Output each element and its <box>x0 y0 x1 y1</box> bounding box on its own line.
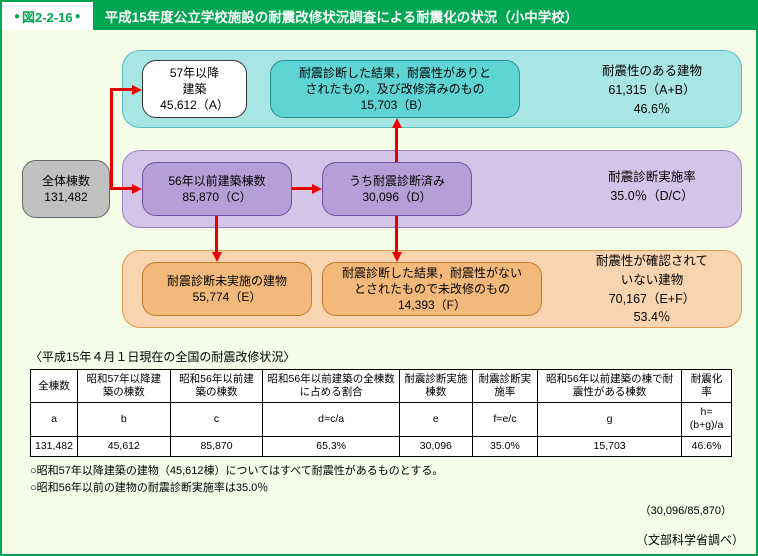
summary-1-l3: 46.6％ <box>567 100 737 119</box>
summary-2: 耐震診断実施率 35.0％（D/C） <box>567 168 737 206</box>
tf-5: f=e/c <box>472 403 537 436</box>
arrow-total-post57-h <box>110 88 132 91</box>
node-diag-done-l1: うち耐震診断済み <box>349 173 445 189</box>
td-4: 30,096 <box>399 436 472 456</box>
tf-2: c <box>170 403 263 436</box>
arrow-total-post57-head <box>132 85 142 95</box>
node-total-l2: 131,482 <box>44 189 87 205</box>
node-diag-yes-l1: 耐震診断した結果，耐震性がありと <box>299 65 491 81</box>
note-calc: （30,096/85,870） <box>30 502 732 518</box>
summary-3-l1: 耐震性が確認されて <box>567 252 737 271</box>
tf-3: d=c/a <box>263 403 400 436</box>
summary-3-l4: 53.4％ <box>567 308 737 327</box>
td-7: 46.6% <box>682 436 732 456</box>
node-post57-l1: 57年以降 <box>170 65 219 81</box>
figure-title: 平成15年度公立学校施設の耐震改修状況調査による耐震化の状況（小中学校） <box>95 2 756 30</box>
table-section: 〈平成15年４月１日現在の全国の耐震改修状況〉 全棟数 昭和57年以降建築の棟数… <box>30 348 732 518</box>
summary-1-l2: 61,315（A+B） <box>567 81 737 100</box>
node-diag-yes-l2: されたもの，及び改修済みのもの <box>305 81 484 97</box>
th-5: 耐震診断実施率 <box>472 370 537 403</box>
summary-1: 耐震性のある建物 61,315（A+B） 46.6％ <box>567 62 737 118</box>
th-7: 耐震化率 <box>682 370 732 403</box>
arrow-done-no-line <box>395 216 398 252</box>
arrow-pre56-done-head <box>312 184 322 194</box>
th-4: 耐震診断実施棟数 <box>399 370 472 403</box>
node-diag-no-l1: 耐震診断した結果，耐震性がない <box>342 265 522 281</box>
node-pre56-l2: 85,870（C） <box>182 189 251 205</box>
arrow-done-no-head <box>392 252 402 262</box>
node-diag-yes: 耐震診断した結果，耐震性がありと されたもの，及び改修済みのもの 15,703（… <box>270 60 520 118</box>
summary-2-l1: 耐震診断実施率 <box>567 168 737 187</box>
arrow-total-pre56-head <box>132 184 142 194</box>
node-diag-not-l1: 耐震診断未実施の建物 <box>167 273 287 289</box>
title-row: 図2-2-16 平成15年度公立学校施設の耐震改修状況調査による耐震化の状況（小… <box>2 2 756 30</box>
node-post57-l2: 建築 <box>182 81 206 97</box>
table-data-row: 131,482 45,612 85,870 65.3% 30,096 35.0%… <box>31 436 732 456</box>
arrow-pre56-not-line <box>215 216 218 252</box>
node-pre56-l1: 56年以前建築棟数 <box>168 173 265 189</box>
arrow-pre56-done-line <box>292 187 312 190</box>
node-pre56: 56年以前建築棟数 85,870（C） <box>142 162 292 216</box>
summary-1-l1: 耐震性のある建物 <box>567 62 737 81</box>
node-total: 全体棟数 131,482 <box>22 160 110 218</box>
diagram-content: 全体棟数 131,482 57年以降 建築 45,612（A） 耐震診断した結果… <box>2 30 756 554</box>
node-diag-done: うち耐震診断済み 30,096（D） <box>322 162 472 216</box>
th-6: 昭和56年以前建築の棟で耐震性がある棟数 <box>538 370 682 403</box>
node-diag-no-l3: 14,393（F） <box>398 297 466 313</box>
th-1: 昭和57年以降建築の棟数 <box>77 370 170 403</box>
data-table: 全棟数 昭和57年以降建築の棟数 昭和56年以前建築の棟数 昭和56年以前建築の… <box>30 369 732 457</box>
note-1: ○昭和57年以降建築の建物（45,612棟）についてはすべて耐震性があるものとす… <box>30 463 732 481</box>
node-diag-done-l2: 30,096（D） <box>362 189 431 205</box>
node-diag-not-l2: 55,774（E） <box>193 289 262 305</box>
table-formula-row: a b c d=c/a e f=e/c g h=(b+g)/a <box>31 403 732 436</box>
table-caption: 〈平成15年４月１日現在の全国の耐震改修状況〉 <box>30 348 732 365</box>
summary-3: 耐震性が確認されて いない建物 70,167（E+F） 53.4％ <box>567 252 737 327</box>
summary-3-l2: いない建物 <box>567 271 737 290</box>
tf-4: e <box>399 403 472 436</box>
summary-3-l3: 70,167（E+F） <box>567 290 737 309</box>
td-5: 35.0% <box>472 436 537 456</box>
node-diag-no-l2: とされたもので未改修のもの <box>354 281 510 297</box>
node-total-l1: 全体棟数 <box>42 173 90 189</box>
node-diag-not: 耐震診断未実施の建物 55,774（E） <box>142 262 312 316</box>
arrow-total-post57-v <box>110 88 113 188</box>
node-diag-no: 耐震診断した結果，耐震性がない とされたもので未改修のもの 14,393（F） <box>322 262 542 316</box>
source-label: （文部科学省調べ） <box>636 531 744 548</box>
figure-frame: 図2-2-16 平成15年度公立学校施設の耐震改修状況調査による耐震化の状況（小… <box>0 0 758 556</box>
th-2: 昭和56年以前建築の棟数 <box>170 370 263 403</box>
td-1: 45,612 <box>77 436 170 456</box>
table-header-row: 全棟数 昭和57年以降建築の棟数 昭和56年以前建築の棟数 昭和56年以前建築の… <box>31 370 732 403</box>
arrow-done-yes-head <box>392 118 402 128</box>
td-6: 15,703 <box>538 436 682 456</box>
summary-2-l2: 35.0％（D/C） <box>567 187 737 206</box>
tf-6: g <box>538 403 682 436</box>
th-0: 全棟数 <box>31 370 78 403</box>
td-2: 85,870 <box>170 436 263 456</box>
tf-0: a <box>31 403 78 436</box>
th-3: 昭和56年以前建築の全棟数に占める割合 <box>263 370 400 403</box>
arrow-done-yes-line <box>395 128 398 162</box>
tf-1: b <box>77 403 170 436</box>
node-post57-l3: 45,612（A） <box>160 97 229 113</box>
node-diag-yes-l3: 15,703（B） <box>361 97 430 113</box>
td-3: 65.3% <box>263 436 400 456</box>
tf-7: h=(b+g)/a <box>682 403 732 436</box>
note-2: ○昭和56年以前の建物の耐震診断実施率は35.0％ <box>30 480 732 498</box>
figure-number: 図2-2-16 <box>2 2 95 30</box>
arrow-pre56-not-head <box>212 252 222 262</box>
node-post57: 57年以降 建築 45,612（A） <box>142 60 247 118</box>
arrow-total-pre56-line <box>110 187 132 190</box>
td-0: 131,482 <box>31 436 78 456</box>
notes: ○昭和57年以降建築の建物（45,612棟）についてはすべて耐震性があるものとす… <box>30 463 732 498</box>
